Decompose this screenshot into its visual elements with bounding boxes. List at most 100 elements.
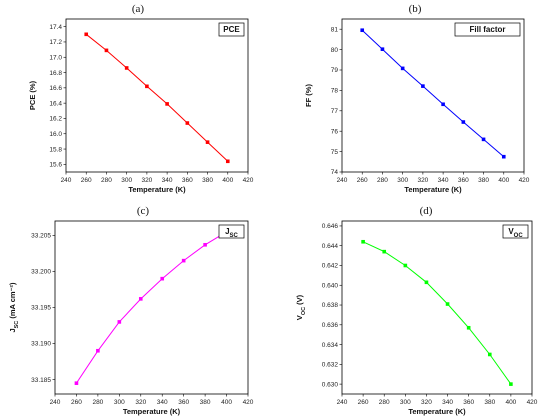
data-point (74, 381, 79, 385)
legend-label-main: J (225, 227, 229, 236)
legend-box (218, 22, 245, 37)
data-point (165, 102, 169, 106)
data-point (145, 84, 149, 89)
x-tick-label: 300 (114, 399, 125, 406)
x-tick-label: 400 (221, 399, 232, 406)
data-point (361, 239, 365, 244)
y-tick-label: 15.8 (49, 146, 62, 153)
y-tick-label: 33.185 (31, 377, 51, 384)
data-point (461, 120, 466, 124)
data-point (400, 66, 405, 71)
y-tick-label: 0.634 (322, 342, 339, 349)
series-line (361, 29, 505, 158)
legend-label-sub: SC (230, 233, 239, 239)
x-tick-label: 300 (400, 399, 411, 406)
y-axis-label-sub: OC (301, 307, 307, 315)
data-point (138, 297, 143, 301)
x-axis-label: Temperature (K) (123, 407, 181, 416)
data-point (501, 154, 506, 159)
series-line (75, 231, 227, 384)
legend-label: VOC (508, 227, 523, 239)
data-point (403, 263, 408, 268)
data-point (481, 137, 486, 142)
y-tick-label: 33.190 (31, 341, 51, 348)
x-tick-label: 260 (357, 177, 368, 184)
data-point (181, 258, 186, 263)
data-point (205, 140, 210, 144)
legend-label-main: PCE (223, 25, 240, 34)
x-tick-label: 400 (505, 399, 516, 406)
x-tick-label: 320 (421, 399, 432, 406)
y-tick-label: 0.642 (322, 263, 339, 270)
y-tick-label: 0.630 (322, 381, 339, 388)
y-tick-label: 79 (331, 67, 339, 74)
y-axis-label-tail: (V) (295, 294, 304, 307)
x-tick-label: 420 (243, 399, 254, 406)
y-tick-label: 78 (331, 88, 339, 95)
y-tick-label: 0.638 (322, 302, 339, 309)
y-tick-label: 16.6 (49, 85, 62, 92)
data-point (421, 84, 425, 88)
y-tick-label: 33.205 (31, 233, 51, 240)
data-point (424, 280, 429, 285)
x-tick-label: 240 (50, 399, 61, 406)
x-tick-label: 240 (337, 399, 348, 406)
chart-panel-2: (c) 240 260 280 300 320 340 360 380 400 420 33.185 3… (8, 205, 254, 416)
data-point (117, 320, 122, 324)
legend-label-main: V (508, 227, 514, 236)
x-tick-label: 320 (141, 177, 152, 184)
x-axis-label: Temperature (K) (404, 185, 462, 194)
y-tick-label: 17.4 (49, 24, 62, 31)
x-tick-label: 300 (121, 177, 132, 184)
plot-frame (65, 18, 249, 173)
legend-box (218, 224, 245, 239)
y-axis-label: FF (%) (304, 84, 313, 107)
x-tick-label: 360 (182, 177, 193, 184)
y-axis-label-main: FF (%) (304, 84, 313, 107)
data-point (509, 382, 513, 386)
data-point (380, 47, 385, 51)
x-tick-label: 360 (458, 177, 469, 184)
legend-box (502, 224, 529, 239)
legend-label-main: Fill factor (469, 25, 505, 34)
y-axis-label-main: J (8, 328, 17, 332)
plot-frame (341, 220, 533, 395)
y-tick-label: 0.636 (322, 322, 339, 329)
x-tick-label: 360 (463, 399, 474, 406)
data-point (104, 48, 109, 53)
data-point (84, 32, 89, 37)
chart-panel-1: (b) 240 260 280 300 320 340 360 380 400 420 74 75 76 7… (304, 3, 530, 194)
x-tick-label: 320 (417, 177, 428, 184)
y-axis-label-main: PCE (%) (28, 80, 37, 110)
data-point (445, 302, 450, 306)
y-tick-label: 80 (331, 47, 339, 54)
x-axis-label: Temperature (K) (128, 185, 186, 194)
y-tick-label: 0.640 (322, 282, 339, 289)
y-axis-label: PCE (%) (28, 80, 37, 110)
data-point (225, 159, 230, 164)
x-tick-label: 280 (379, 399, 390, 406)
x-axis-label: Temperature (K) (408, 407, 466, 416)
data-point (441, 102, 445, 107)
plot-frame (54, 220, 249, 395)
panel-label: (d) (420, 205, 433, 217)
x-tick-label: 280 (92, 399, 103, 406)
data-point (160, 276, 165, 281)
x-tick-label: 420 (519, 177, 530, 184)
y-tick-label: 16.2 (49, 116, 62, 123)
y-tick-label: 77 (331, 108, 339, 115)
chart-panel-0: (a) 240 260 280 300 320 340 360 380 400 420 15.6 15.… (28, 3, 254, 194)
panel-label: (c) (137, 205, 150, 217)
y-tick-label: 16.8 (49, 70, 62, 77)
data-point (124, 66, 129, 70)
y-tick-label: 0.644 (322, 243, 339, 250)
data-point (466, 325, 471, 330)
data-point (382, 249, 387, 254)
x-tick-label: 280 (101, 177, 112, 184)
legend-label: PCE (223, 25, 240, 34)
legend-label: Fill factor (469, 25, 505, 34)
panel-label: (a) (132, 3, 145, 15)
x-tick-label: 340 (162, 177, 173, 184)
data-point (203, 242, 207, 247)
y-tick-label: 0.632 (322, 362, 339, 369)
